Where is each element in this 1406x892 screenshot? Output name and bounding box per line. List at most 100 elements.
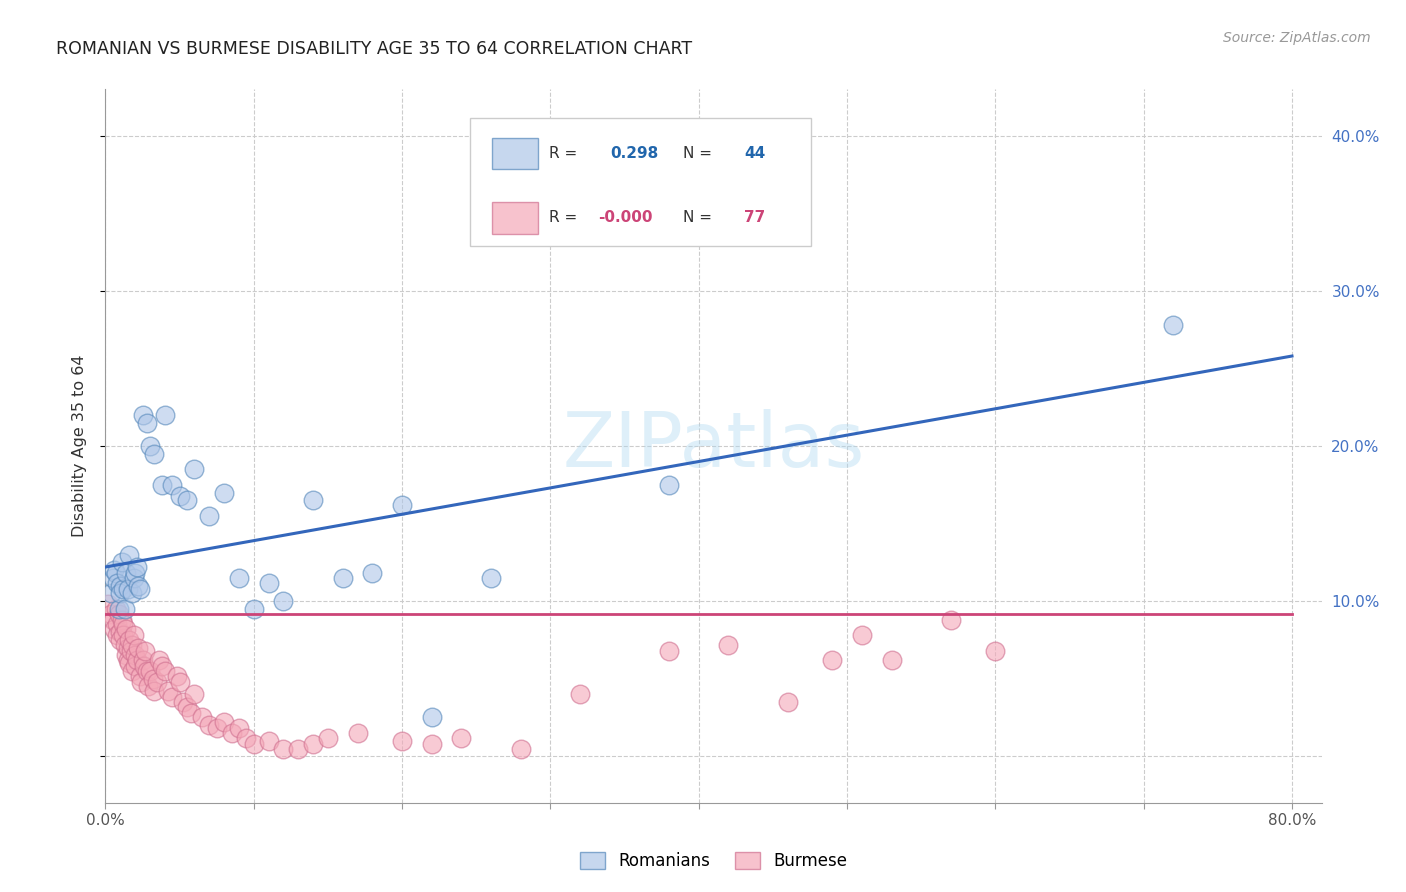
Point xyxy=(103,622,125,636)
Point xyxy=(136,664,159,678)
Point xyxy=(166,668,188,682)
Y-axis label: Disability Age 35 to 64: Disability Age 35 to 64 xyxy=(72,355,87,537)
Point xyxy=(420,737,443,751)
Text: ROMANIAN VS BURMESE DISABILITY AGE 35 TO 64 CORRELATION CHART: ROMANIAN VS BURMESE DISABILITY AGE 35 TO… xyxy=(56,40,692,58)
Point xyxy=(134,644,156,658)
Point xyxy=(939,613,962,627)
Point xyxy=(851,628,873,642)
Point xyxy=(183,462,205,476)
Point xyxy=(176,493,198,508)
Point xyxy=(107,607,129,621)
Point xyxy=(120,644,142,658)
Point xyxy=(105,628,128,642)
Point xyxy=(131,408,153,422)
Text: -0.000: -0.000 xyxy=(598,211,652,226)
FancyBboxPatch shape xyxy=(470,118,811,246)
Point xyxy=(169,674,191,689)
Point xyxy=(205,722,228,736)
Point xyxy=(118,632,141,647)
Point xyxy=(117,582,139,596)
Point xyxy=(127,640,149,655)
Point xyxy=(125,560,148,574)
Point xyxy=(128,582,150,596)
Point xyxy=(221,726,243,740)
Point xyxy=(658,644,681,658)
Point xyxy=(160,477,183,491)
FancyBboxPatch shape xyxy=(492,202,538,234)
Point xyxy=(105,575,128,590)
Text: N =: N = xyxy=(683,211,713,226)
Point xyxy=(125,653,148,667)
Point xyxy=(136,416,159,430)
Point xyxy=(198,718,221,732)
Point xyxy=(273,741,295,756)
Point xyxy=(228,571,250,585)
Point xyxy=(658,477,681,491)
Point xyxy=(110,579,132,593)
Point xyxy=(212,715,235,730)
Point xyxy=(112,582,135,596)
Point xyxy=(273,594,295,608)
Point xyxy=(150,659,173,673)
Point xyxy=(346,726,368,740)
Point xyxy=(169,489,191,503)
Point xyxy=(332,571,354,585)
Point xyxy=(420,710,443,724)
Point xyxy=(103,563,125,577)
Point xyxy=(450,731,472,745)
Point xyxy=(150,477,173,491)
Point xyxy=(984,644,1007,658)
Point xyxy=(127,579,149,593)
Point xyxy=(509,741,531,756)
Point xyxy=(115,566,138,581)
Point xyxy=(114,638,136,652)
Point xyxy=(115,622,138,636)
Point xyxy=(115,648,138,663)
Point xyxy=(101,571,124,585)
Point xyxy=(176,699,198,714)
Point xyxy=(228,722,250,736)
Point xyxy=(242,602,264,616)
Point xyxy=(104,566,127,581)
Point xyxy=(110,632,132,647)
Point xyxy=(142,672,165,686)
Point xyxy=(148,653,170,667)
Point xyxy=(104,602,127,616)
Point xyxy=(153,408,176,422)
Point xyxy=(183,687,205,701)
Point xyxy=(153,664,176,678)
Point xyxy=(479,571,502,585)
Point xyxy=(391,733,413,747)
Point xyxy=(110,625,132,640)
Point xyxy=(257,733,280,747)
Point xyxy=(105,617,128,632)
Point xyxy=(257,575,280,590)
Point xyxy=(112,628,135,642)
Point xyxy=(111,555,134,569)
Point xyxy=(118,548,141,562)
Point xyxy=(180,706,202,720)
Point xyxy=(124,648,146,663)
Point xyxy=(717,638,740,652)
Point xyxy=(97,597,120,611)
Point xyxy=(1163,318,1185,332)
Point xyxy=(132,659,155,673)
Point xyxy=(100,607,122,621)
Point xyxy=(124,566,146,581)
Point xyxy=(114,602,136,616)
Point xyxy=(100,586,122,600)
Point xyxy=(287,741,309,756)
Point xyxy=(122,571,145,585)
Text: R =: R = xyxy=(550,211,578,226)
Point xyxy=(212,485,235,500)
Point xyxy=(160,690,183,705)
Point xyxy=(235,731,257,745)
Point xyxy=(124,659,146,673)
Point xyxy=(569,687,592,701)
Point xyxy=(139,439,162,453)
Point xyxy=(776,695,799,709)
Point xyxy=(118,656,141,670)
Point xyxy=(107,602,129,616)
Point xyxy=(101,613,124,627)
Point xyxy=(143,684,166,698)
